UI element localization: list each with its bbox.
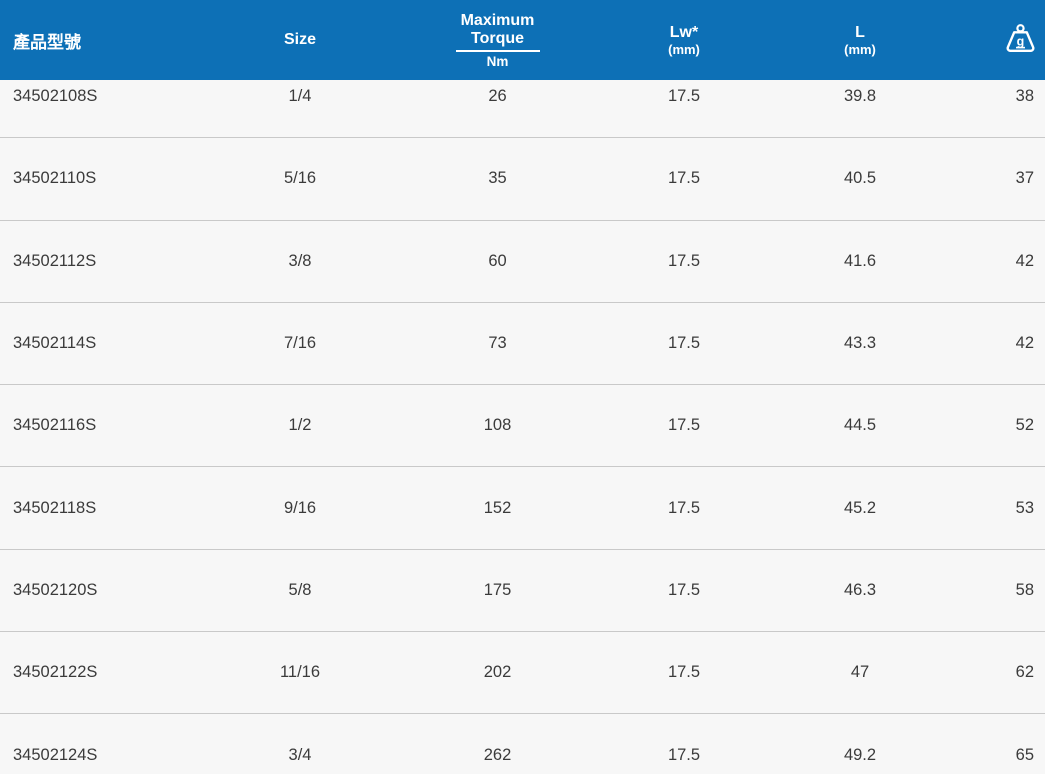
column-header-weight: g	[957, 0, 1045, 80]
cell-torque: 152	[483, 498, 512, 517]
table-row: 34502112S 3/8 60 17.5 41.6 42	[0, 221, 1045, 303]
cell-size: 3/4	[288, 745, 312, 764]
cell-lw: 17.5	[667, 334, 701, 353]
torque-label-line1: Maximum	[460, 11, 535, 29]
l-unit-label: (mm)	[844, 41, 876, 57]
cell-l: 49.2	[843, 745, 877, 764]
cell-model: 34502122S	[13, 663, 98, 682]
cell-model: 34502108S	[13, 87, 98, 106]
column-header-lw: Lw* (mm)	[605, 0, 763, 80]
cell-weight: 53	[1015, 498, 1034, 517]
table-row: 34502120S 5/8 175 17.5 46.3 58	[0, 550, 1045, 633]
cell-model: 34502116S	[13, 416, 97, 435]
lw-unit-label: (mm)	[668, 41, 700, 57]
cell-torque: 26	[488, 87, 507, 106]
table-row: 34502118S 9/16 152 17.5 45.2 53	[0, 467, 1045, 550]
cell-torque: 262	[483, 745, 512, 764]
table-row: 34502116S 1/2 108 17.5 44.5 52	[0, 385, 1045, 468]
cell-weight: 62	[1015, 663, 1034, 682]
weight-unit-label: g	[1017, 34, 1025, 48]
cell-weight: 38	[1015, 87, 1034, 106]
cell-l: 43.3	[843, 334, 877, 353]
cell-size: 1/4	[288, 87, 312, 106]
cell-lw: 17.5	[667, 251, 701, 270]
cell-weight: 37	[1015, 169, 1034, 188]
cell-l: 47	[850, 663, 870, 682]
column-header-size: Size	[283, 31, 316, 48]
cell-model: 34502124S	[13, 745, 98, 764]
cell-size: 5/16	[283, 169, 317, 188]
table-header: 產品型號 Size Maximum Torque Nm Lw* (mm) L (…	[0, 0, 1045, 80]
cell-lw: 17.5	[667, 87, 701, 106]
cell-size: 3/8	[288, 251, 312, 270]
cell-l: 41.6	[843, 251, 877, 270]
cell-size: 7/16	[283, 334, 317, 353]
lw-label: Lw*	[669, 23, 699, 41]
cell-weight: 42	[1015, 334, 1034, 353]
cell-model: 34502110S	[13, 169, 97, 188]
cell-model: 34502120S	[13, 580, 98, 599]
cell-size: 5/8	[288, 580, 312, 599]
torque-unit-label: Nm	[486, 53, 509, 69]
table-row: 34502110S 5/16 35 17.5 40.5 37	[0, 138, 1045, 221]
cell-torque: 35	[488, 169, 507, 188]
cell-torque: 202	[483, 663, 512, 682]
table-row: 34502122S 11/16 202 17.5 47 62	[0, 632, 1045, 715]
cell-l: 46.3	[843, 580, 877, 599]
cell-weight: 58	[1015, 580, 1034, 599]
cell-l: 39.8	[843, 87, 877, 106]
cell-l: 45.2	[843, 498, 877, 517]
cell-weight: 42	[1015, 251, 1034, 270]
table-row: 34502114S 7/16 73 17.5 43.3 42	[0, 303, 1045, 386]
column-header-model: 產品型號	[13, 32, 81, 52]
cell-model: 34502118S	[13, 498, 97, 517]
l-label: L	[855, 23, 865, 41]
cell-lw: 17.5	[667, 169, 701, 188]
cell-size: 9/16	[283, 498, 317, 517]
cell-lw: 17.5	[667, 663, 701, 682]
cell-torque: 108	[483, 416, 512, 435]
cell-l: 44.5	[843, 416, 877, 435]
cell-lw: 17.5	[667, 580, 701, 599]
cell-torque: 73	[488, 334, 507, 353]
column-header-l: L (mm)	[763, 0, 957, 80]
table-row: 34502124S 3/4 262 17.5 49.2 65	[0, 714, 1045, 774]
cell-lw: 17.5	[667, 416, 701, 435]
cell-model: 34502114S	[13, 334, 97, 353]
weight-gram-icon: g	[1002, 23, 1039, 58]
cell-l: 40.5	[843, 169, 877, 188]
cell-weight: 65	[1015, 745, 1034, 764]
torque-label-line2: Torque	[455, 30, 540, 52]
cell-model: 34502112S	[13, 251, 97, 270]
cell-lw: 17.5	[667, 498, 701, 517]
column-header-torque: Maximum Torque Nm	[390, 0, 605, 80]
table-row: 34502108S 1/4 26 17.5 39.8 38	[0, 56, 1045, 139]
cell-size: 1/2	[288, 416, 312, 435]
cell-weight: 52	[1015, 416, 1034, 435]
table-body: 34502108S 1/4 26 17.5 39.8 38 34502110S …	[0, 56, 1045, 774]
cell-lw: 17.5	[667, 745, 701, 764]
cell-torque: 60	[488, 251, 507, 270]
cell-torque: 175	[483, 580, 512, 599]
cell-size: 11/16	[279, 663, 321, 682]
